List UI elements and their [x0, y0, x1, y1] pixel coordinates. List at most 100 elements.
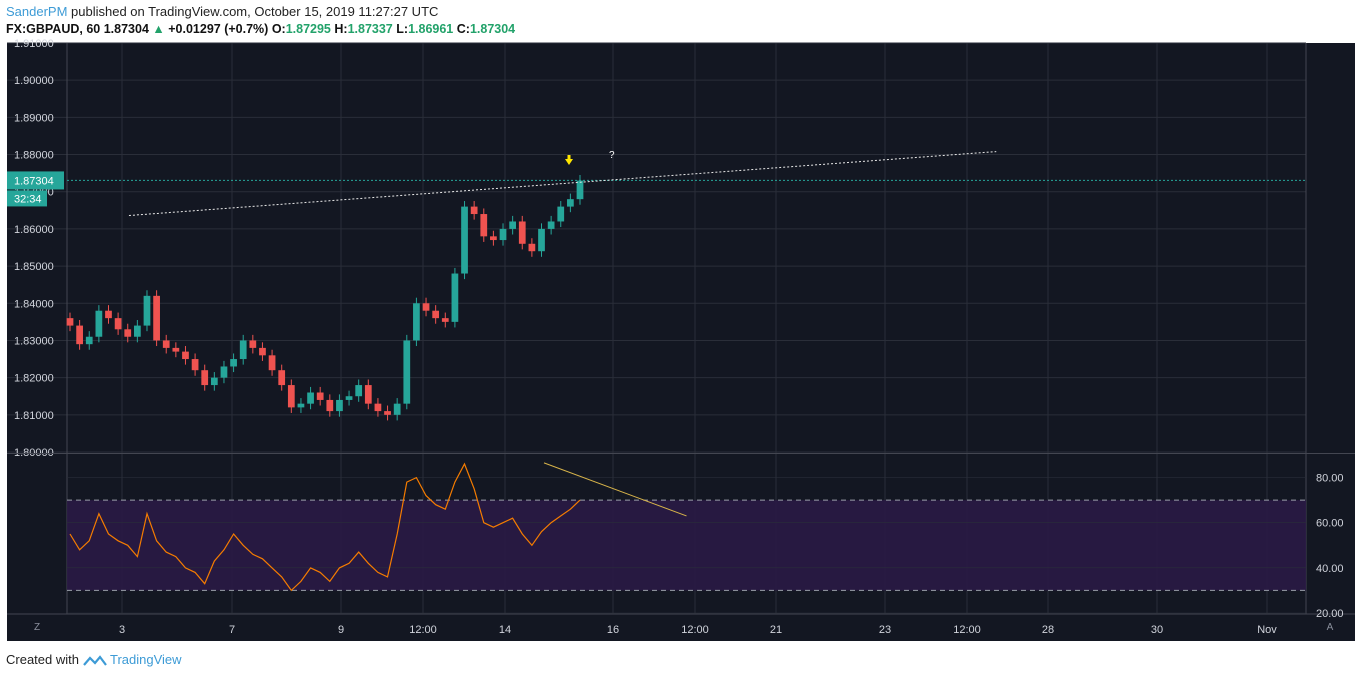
- candle: [259, 347, 266, 356]
- tradingview-link[interactable]: TradingView: [110, 652, 182, 667]
- x-tick-label: Nov: [1257, 624, 1277, 636]
- current-price-tag: [7, 171, 64, 190]
- trendline: [128, 151, 997, 217]
- close-label: C:: [456, 22, 470, 36]
- candle: [220, 366, 228, 378]
- x-tick-label: 23: [879, 624, 891, 636]
- x-tick-label: 16: [607, 624, 619, 636]
- x-tick-label: 9: [338, 624, 344, 636]
- candle: [124, 329, 132, 337]
- candle: [297, 403, 305, 408]
- x-tick-label: 14: [499, 624, 511, 636]
- y-tick-label: 1.84000: [14, 298, 54, 310]
- candle: [287, 385, 295, 408]
- candle: [393, 403, 401, 415]
- candle: [114, 318, 122, 330]
- zoom-reset-button[interactable]: Z: [33, 622, 41, 633]
- countdown-label: 32:34: [14, 193, 42, 205]
- candle: [201, 370, 209, 386]
- candle: [336, 399, 343, 412]
- x-tick-label: 12:00: [681, 624, 709, 636]
- rsi-line: [69, 462, 581, 592]
- last-price: 1.87304: [103, 22, 149, 36]
- divergence-line: [543, 462, 687, 517]
- candle: [451, 273, 459, 322]
- candle: [538, 228, 545, 252]
- candle: [278, 370, 286, 386]
- publish-line: SanderPM published on TradingView.com, O…: [6, 4, 438, 19]
- open-label: O:: [271, 22, 286, 36]
- x-tick-label: 30: [1151, 624, 1163, 636]
- candle: [153, 295, 160, 341]
- question-mark-annotation: ?: [609, 150, 615, 161]
- ohlc-line: FX:GBPAUD, 60 1.87304 ▲ +0.01297 (+0.7%)…: [6, 22, 515, 36]
- symbol-label: FX:GBPAUD, 60: [6, 22, 101, 36]
- x-tick-label: 3: [119, 624, 125, 636]
- open-value: 1.87295: [285, 22, 331, 36]
- candle: [441, 318, 449, 322]
- candle: [432, 310, 440, 319]
- candle: [567, 199, 574, 207]
- candle: [345, 396, 353, 400]
- tradingview-logo-icon: [82, 654, 107, 666]
- candle: [422, 303, 430, 311]
- candle: [355, 385, 363, 397]
- y-tick-label: 1.86000: [14, 224, 54, 236]
- candle: [557, 206, 565, 222]
- rsi-tick-label: 40.00: [1316, 563, 1344, 575]
- candle: [239, 340, 247, 360]
- change-value: +0.01297 (+0.7%): [168, 22, 269, 36]
- candle: [576, 180, 584, 200]
- candle: [162, 340, 170, 348]
- x-tick-label: 7: [229, 624, 235, 636]
- rsi-tick-label: 80.00: [1316, 473, 1344, 485]
- y-tick-label: 1.82000: [14, 373, 54, 385]
- candle: [105, 310, 112, 319]
- candle: [95, 310, 103, 337]
- candle: [85, 336, 93, 345]
- candle: [461, 206, 468, 274]
- candle: [326, 399, 334, 412]
- candle: [66, 318, 74, 326]
- y-tick-label: 1.90000: [14, 75, 54, 87]
- y-tick-label: 1.88000: [14, 150, 54, 162]
- candle: [307, 392, 314, 404]
- rsi-tick-label: 20.00: [1316, 608, 1344, 620]
- low-label: L:: [396, 22, 409, 36]
- candle: [268, 355, 276, 371]
- y-tick-label: 1.91000: [14, 38, 54, 50]
- candle: [490, 236, 497, 241]
- x-tick-label: 21: [770, 624, 782, 636]
- y-tick-label: 1.85000: [14, 261, 54, 273]
- y-tick-label: 1.81000: [14, 410, 54, 422]
- candle: [547, 221, 555, 229]
- candle: [509, 221, 517, 229]
- publish-info: published on TradingView.com, October 15…: [67, 4, 439, 19]
- candle: [182, 351, 189, 360]
- candle: [364, 385, 372, 404]
- candle: [210, 377, 218, 386]
- candle: [172, 347, 180, 352]
- up-triangle-icon: ▲: [152, 22, 165, 36]
- candle: [403, 340, 411, 404]
- candle: [518, 221, 526, 244]
- author-name[interactable]: SanderPM: [6, 4, 68, 19]
- y-tick-label: 1.89000: [14, 112, 54, 124]
- candle: [76, 325, 83, 345]
- auto-scale-button[interactable]: A: [1326, 622, 1334, 633]
- candle: [191, 359, 199, 371]
- candle: [413, 303, 420, 341]
- created-with-label: Created with: [6, 652, 79, 667]
- candle: [480, 214, 488, 237]
- candle: [499, 228, 507, 241]
- high-value: 1.87337: [347, 22, 393, 36]
- current-price-label: 1.87304: [14, 175, 54, 187]
- close-value: 1.87304: [469, 22, 516, 36]
- x-tick-label: 12:00: [409, 624, 437, 636]
- rsi-band: [67, 500, 1306, 591]
- x-tick-label: 12:00: [953, 624, 981, 636]
- candle: [470, 206, 478, 215]
- footer: Created with TradingView: [6, 652, 182, 667]
- low-value: 1.86961: [408, 22, 454, 36]
